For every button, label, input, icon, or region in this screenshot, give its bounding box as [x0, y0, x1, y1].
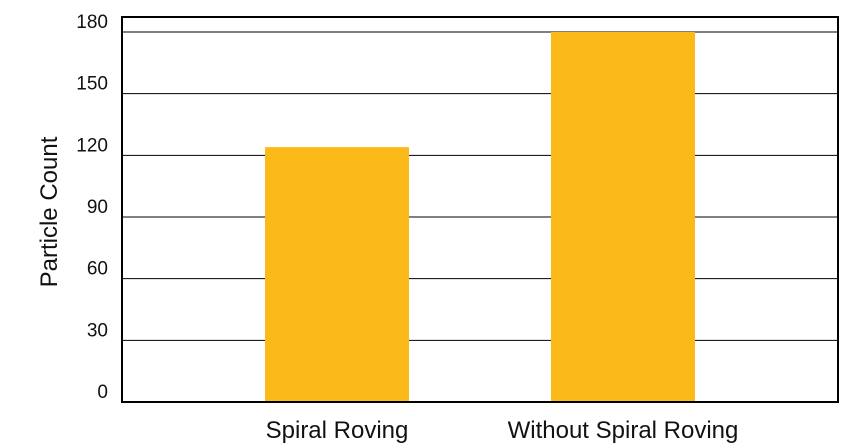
- y-tick-labels: 0 30 60 90 120 150 180: [76, 12, 108, 403]
- x-category-label: Without Spiral Roving: [508, 417, 739, 444]
- y-tick-label: 30: [87, 320, 108, 341]
- plot-frame: [121, 16, 839, 403]
- bar: [551, 32, 695, 402]
- y-tick-label: 60: [87, 259, 108, 280]
- y-tick-label: 90: [87, 197, 108, 218]
- gridlines: [122, 31, 838, 341]
- x-category-labels: Spiral Roving Without Spiral Roving: [266, 417, 739, 444]
- bars: [265, 32, 695, 402]
- x-category-label: Spiral Roving: [266, 417, 409, 444]
- y-tick-label: 120: [76, 135, 108, 156]
- y-tick-label: 0: [97, 382, 108, 403]
- y-tick-label: 180: [76, 12, 108, 33]
- bar: [265, 147, 409, 402]
- y-axis-title: Particle Count: [36, 136, 63, 287]
- y-tick-label: 150: [76, 74, 108, 95]
